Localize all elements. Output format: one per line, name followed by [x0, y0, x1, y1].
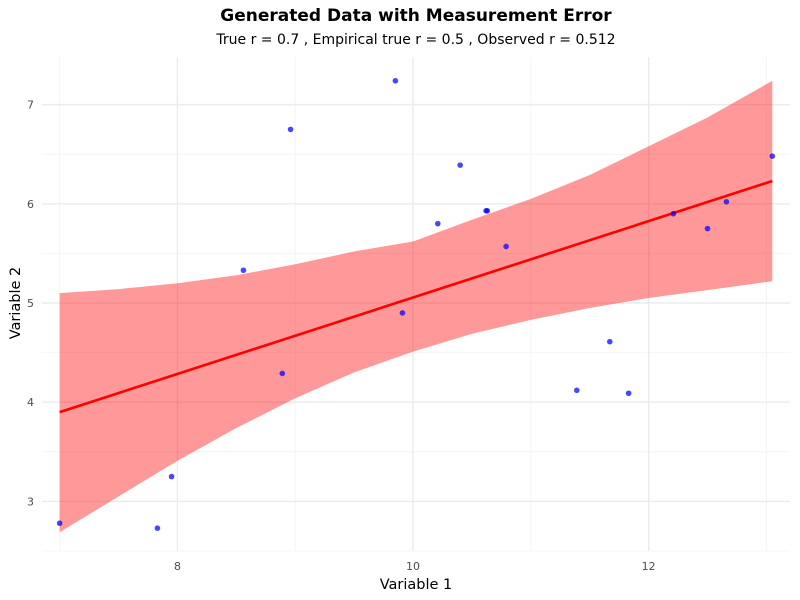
y-tick-label: 4 — [27, 396, 34, 409]
confidence-band — [59, 80, 773, 533]
tick-labels: 8 10 12 3 4 5 6 7 — [27, 99, 656, 573]
data-point — [704, 225, 711, 232]
data-point — [670, 210, 677, 217]
data-point — [168, 473, 175, 480]
y-tick-label: 3 — [27, 495, 34, 508]
data-point — [606, 338, 613, 345]
data-point — [287, 126, 294, 133]
fit-line-layer — [59, 179, 773, 414]
confidence-band-layer — [59, 80, 773, 533]
y-tick-label: 6 — [27, 198, 34, 211]
data-point — [625, 390, 632, 397]
data-point — [56, 520, 63, 527]
chart-title: Generated Data with Measurement Error — [220, 6, 612, 26]
grid — [42, 57, 790, 552]
points-layer — [56, 78, 776, 531]
data-point — [434, 220, 441, 227]
data-point — [769, 153, 776, 159]
data-point — [484, 207, 491, 214]
data-point — [503, 243, 509, 250]
data-point — [457, 162, 463, 168]
y-axis-title: Variable 2 — [8, 267, 24, 340]
data-point — [392, 78, 399, 84]
y-tick-label: 5 — [27, 297, 34, 310]
data-point — [723, 199, 730, 205]
data-point — [240, 267, 247, 274]
data-point — [573, 387, 580, 394]
x-tick-label: 8 — [174, 560, 181, 573]
x-axis-title: Variable 1 — [380, 577, 453, 593]
y-tick-label: 7 — [27, 99, 34, 112]
data-point — [399, 310, 406, 316]
data-point — [279, 370, 286, 377]
x-tick-label: 12 — [642, 560, 656, 573]
chart-subtitle: True r = 0.7 , Empirical true r = 0.5 , … — [215, 32, 615, 48]
fit-line — [59, 179, 773, 414]
data-point — [154, 525, 161, 531]
x-tick-label: 10 — [406, 560, 420, 573]
